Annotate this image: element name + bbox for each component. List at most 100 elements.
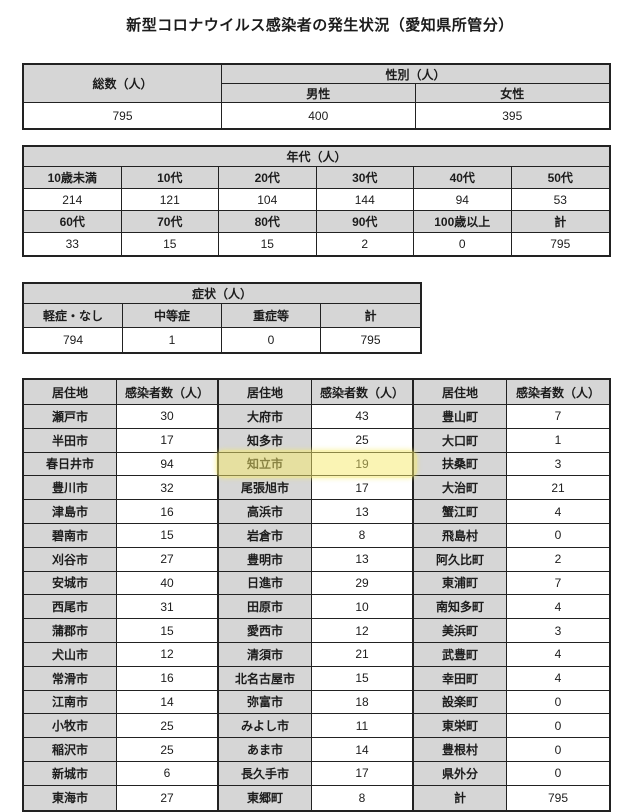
age-header-cell: 10代 [121, 167, 219, 189]
residence-place-cell: 東海市 [24, 785, 117, 810]
residence-place-cell: 南知多町 [414, 595, 507, 620]
residence-count-cell: 25 [117, 738, 219, 762]
symptom-header-cell: 軽症・なし [24, 304, 123, 328]
age-value-cell: 15 [219, 233, 317, 255]
age-value-cell: 94 [414, 189, 512, 211]
residence-place-cell: 豊山町 [414, 405, 507, 429]
residence-count-cell: 12 [117, 642, 219, 667]
residence-count-cell: 15 [312, 666, 414, 691]
total-value-cell: 795 [24, 103, 222, 128]
residence-place-cell: 日進市 [219, 571, 312, 596]
age-value-cell: 2 [317, 233, 414, 255]
age-header-cell: 70代 [121, 211, 219, 233]
residence-place-cell: 常滑市 [24, 666, 117, 691]
residence-place-cell: 新城市 [24, 761, 117, 786]
residence-count-cell: 4 [507, 643, 609, 667]
residence-place-cell: 知立市 [219, 452, 312, 477]
residence-count-cell: 0 [507, 714, 609, 739]
residence-count-cell: 40 [117, 571, 219, 596]
symptom-header-cell: 重症等 [222, 304, 321, 328]
residence-place-cell: 扶桑町 [414, 452, 507, 477]
residence-place-cell: 蒲郡市 [24, 619, 117, 643]
residence-table: 居住地 感染者数（人） 居住地 感染者数（人） 居住地 感染者数（人） 瀬戸市 30 大府市 4… [22, 378, 611, 812]
residence-count-cell: 94 [117, 452, 219, 477]
residence-place-cell: 高浜市 [219, 500, 312, 524]
male-value-cell: 400 [222, 103, 416, 128]
residence-count-cell: 18 [312, 690, 414, 715]
residence-place-cell: 西尾市 [24, 595, 117, 620]
totals-gender-table: 総数（人） 性別（人） 男性 女性 795 400 395 [22, 63, 611, 130]
age-header-cell: 90代 [316, 211, 414, 233]
age-value-cell: 0 [414, 233, 512, 255]
female-label-cell: 女性 [415, 84, 609, 103]
residence-place-cell: 長久手市 [219, 761, 312, 786]
age-header-cell: 80代 [219, 211, 317, 233]
age-value-cell: 53 [511, 189, 609, 211]
residence-place-cell: 美浜町 [414, 619, 507, 643]
page-title: 新型コロナウイルス感染者の発生状況（愛知県所管分） [126, 17, 514, 34]
residence-place-cell: 大口町 [414, 428, 507, 453]
residence-count-cell: 29 [312, 571, 414, 596]
residence-place-cell: 東郷町 [219, 785, 312, 810]
residence-count-cell: 27 [117, 785, 219, 810]
age-header-cell: 60代 [24, 211, 122, 233]
age-value-cell: 144 [316, 189, 414, 211]
residence-count-cell: 10 [312, 595, 414, 620]
residence-count-cell: 7 [507, 405, 609, 429]
residence-count-cell: 14 [312, 738, 414, 762]
age-header-cell: 10歳未満 [24, 167, 122, 189]
age-value-cell: 33 [24, 233, 122, 255]
residence-count-cell: 15 [117, 619, 219, 643]
residence-place-cell: 幸田町 [414, 666, 507, 691]
age-header-cell: 計 [511, 211, 609, 233]
gender-label-cell: 性別（人） [222, 65, 609, 84]
residence-place-cell: 豊川市 [24, 476, 117, 501]
male-label-cell: 男性 [222, 84, 416, 103]
residence-count-cell: 12 [312, 619, 414, 643]
age-header-cell: 100歳以上 [414, 211, 512, 233]
total-label-cell: 総数（人） [24, 65, 222, 103]
age-header-cell: 40代 [414, 167, 512, 189]
residence-place-cell: みよし市 [219, 714, 312, 739]
residence-place-cell: 県外分 [414, 761, 507, 786]
age-value-cell: 795 [550, 237, 571, 251]
residence-count-cell: 3 [507, 453, 609, 477]
residence-place-cell: 稲沢市 [24, 738, 117, 762]
residence-place-cell: 設楽町 [414, 690, 507, 715]
residence-count-cell: 8 [312, 523, 414, 548]
age-header-cell: 20代 [219, 167, 317, 189]
residence-place-cell: 蟹江町 [414, 500, 507, 524]
residence-count-cell: 4 [507, 595, 609, 620]
age-header-cell: 30代 [316, 167, 414, 189]
residence-count-cell: 8 [312, 785, 414, 810]
residence-count-cell: 25 [312, 428, 414, 453]
residence-count-header-cell: 感染者数（人） [117, 380, 219, 405]
symptom-value-cell: 1 [123, 328, 222, 352]
residence-place-cell: 尾張旭市 [219, 476, 312, 501]
residence-place-cell: 阿久比町 [414, 547, 507, 572]
residence-place-cell: 刈谷市 [24, 547, 117, 572]
residence-place-cell: 計 [414, 785, 507, 810]
residence-count-cell: 0 [507, 524, 609, 548]
residence-place-cell: 春日井市 [24, 452, 117, 477]
residence-place-cell: 岩倉市 [219, 523, 312, 548]
residence-place-cell: 瀬戸市 [24, 405, 117, 429]
residence-place-cell: 武豊町 [414, 642, 507, 667]
residence-count-header-cell: 感染者数（人） [312, 380, 414, 405]
residence-count-cell: 7 [507, 572, 609, 596]
residence-place-cell: 飛島村 [414, 523, 507, 548]
residence-count-cell: 30 [117, 405, 219, 429]
residence-count-cell: 17 [312, 761, 414, 786]
residence-place-cell: 豊明市 [219, 547, 312, 572]
symptom-value-cell: 0 [222, 328, 321, 352]
residence-place-cell: 北名古屋市 [219, 666, 312, 691]
residence-count-cell: 3 [507, 619, 609, 643]
residence-count-cell: 1 [507, 429, 609, 453]
residence-count-cell: 21 [312, 642, 414, 667]
age-header-cell: 50代 [511, 167, 609, 189]
female-value-cell: 395 [502, 108, 523, 123]
residence-count-cell: 25 [117, 714, 219, 739]
residence-place-cell: 東浦町 [414, 571, 507, 596]
residence-count-header-cell: 感染者数（人） [507, 380, 609, 405]
residence-count-cell: 11 [312, 714, 414, 739]
